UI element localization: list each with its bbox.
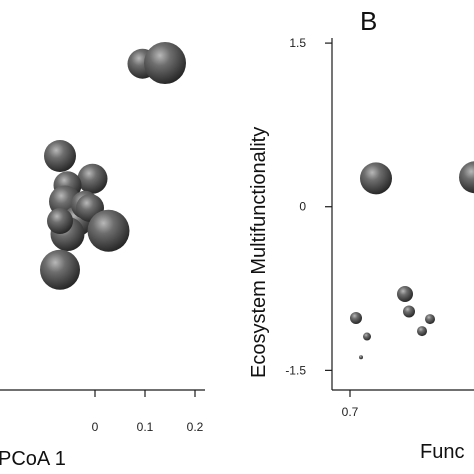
panel-b-x-tick-label-0: 0.7: [342, 405, 359, 419]
panel-a-x-ticks: 0 0.1 0.2: [92, 390, 204, 434]
panel-a-point-11: [40, 249, 80, 290]
panel-b-point-3: [363, 332, 371, 341]
panel-a: 0 0.1 0.2 PCoA 1: [0, 42, 205, 470]
panel-b-y-tick-label-0: 1.5: [289, 36, 306, 50]
panel-b-points: [350, 161, 474, 360]
panel-b-y-tick-label-1: 0: [299, 200, 306, 214]
panel-a-points: [40, 42, 186, 290]
panel-b-x-axis-title: Func: [420, 441, 464, 463]
panel-a-x-axis-title: PCoA 1: [0, 448, 66, 470]
panel-b-point-5: [397, 286, 413, 302]
panel-b-y-tick-label-2: -1.5: [285, 363, 306, 377]
panel-b-point-4: [359, 355, 363, 360]
panel-b-x-ticks: 0.7: [342, 390, 359, 419]
panel-a-x-tick-label-0: 0: [92, 420, 99, 434]
panel-a-point-12: [44, 140, 76, 172]
panel-b-point-6: [403, 305, 415, 318]
panel-b-point-1: [459, 161, 474, 194]
panel-b-point-8: [425, 314, 435, 325]
panel-b: B 1.5 0 -1.5 0.7 Ecosystem Multifunctional…: [248, 6, 474, 463]
panel-a-point-8: [87, 209, 130, 252]
panel-b-y-axis-title: Ecosystem Multifunctionality: [248, 127, 270, 378]
panel-a-point-10: [47, 208, 73, 234]
panel-a-point-1: [144, 42, 186, 85]
panel-b-point-0: [360, 162, 392, 195]
panel-b-letter: B: [360, 6, 377, 36]
panel-a-x-tick-label-1: 0.1: [137, 420, 154, 434]
panel-b-point-7: [417, 326, 427, 337]
panel-a-point-2: [77, 163, 108, 194]
panel-b-y-ticks: 1.5 0 -1.5: [285, 36, 332, 377]
panel-a-x-tick-label-2: 0.2: [187, 420, 204, 434]
panel-b-point-2: [350, 312, 362, 324]
